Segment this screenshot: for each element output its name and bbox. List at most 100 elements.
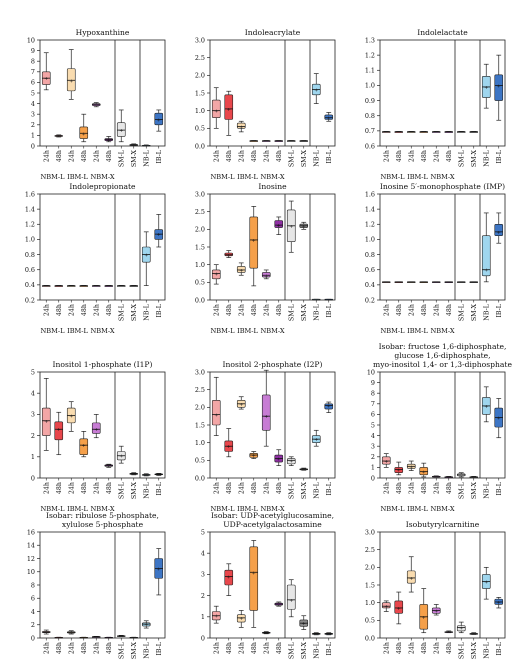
x-group-label: NBM-X — [90, 173, 114, 181]
x-tick-label: SM-X — [471, 303, 478, 321]
box-SM-L: + — [286, 200, 296, 253]
x-tick-label: SM-L — [119, 149, 126, 167]
y-tick-label: 0.2 — [365, 296, 375, 304]
x-tick-label: 48h — [81, 482, 88, 494]
y-tick-label: 2.5 — [365, 546, 375, 554]
y-tick-label: 1.6 — [25, 190, 35, 198]
x-tick-label: 24h — [94, 304, 101, 316]
box-24h: + — [406, 460, 416, 471]
x-tick-label: 48h — [446, 482, 453, 494]
box-48h: + — [79, 431, 89, 458]
mean-marker: + — [239, 125, 243, 131]
box-24h: + — [381, 453, 391, 468]
y-tick-label: 8 — [371, 390, 375, 398]
panel-title: Inositol 1-phosphate (I1P) — [53, 360, 153, 369]
x-tick-label: 24h — [214, 304, 221, 316]
y-tick-label: 3 — [201, 571, 205, 579]
box-SM-L — [456, 472, 466, 478]
x-tick-label: 48h — [276, 150, 283, 162]
y-tick-label: 0.0 — [195, 296, 205, 304]
x-tick-label: 24h — [264, 150, 271, 162]
x-tick-label: 24h — [94, 150, 101, 162]
y-tick-label: 4 — [31, 100, 35, 108]
y-tick-label: 4 — [31, 608, 35, 616]
box-IB-L: + — [494, 398, 504, 439]
mean-marker: + — [314, 437, 318, 443]
y-tick-label: 7 — [31, 68, 35, 76]
y-tick-label: 1.0 — [195, 439, 205, 447]
x-group-label: IBM-L — [67, 505, 88, 513]
box-iqr — [394, 467, 404, 473]
y-tick-label: 0.0 — [195, 142, 205, 150]
x-group-label: IBM-L — [237, 327, 258, 335]
box-iqr — [456, 625, 466, 632]
box-48h — [274, 601, 284, 607]
y-tick-label: 1.2 — [365, 221, 375, 229]
box-iqr — [54, 421, 64, 441]
y-tick-label: 0.5 — [195, 125, 205, 133]
plot-frame — [209, 531, 336, 639]
x-tick-label: 48h — [276, 642, 283, 654]
box-iqr — [324, 114, 334, 120]
box-SM-X: + — [299, 615, 309, 630]
x-tick-label: SM-X — [301, 149, 308, 167]
y-tick-label: 7 — [371, 400, 375, 408]
y-tick-label: 0 — [201, 634, 205, 642]
x-tick-label: 48h — [446, 150, 453, 162]
mean-marker: + — [289, 224, 293, 230]
x-tick-label: 24h — [384, 150, 391, 162]
y-tick-label: 3.0 — [365, 528, 375, 536]
x-tick-label: 48h — [56, 304, 63, 316]
x-tick-label: 48h — [226, 642, 233, 654]
mean-marker: + — [157, 232, 161, 238]
x-tick-label: 48h — [421, 642, 428, 654]
x-tick-label: 48h — [396, 482, 403, 494]
mean-marker: + — [144, 622, 148, 628]
x-tick-label: 24h — [44, 150, 51, 162]
chart-panel-2: Indoleacrylate 0.0 0.5 1.0 1.5 2.0 2.5 3.0 + + + + +… — [195, 28, 336, 181]
box-48h: + — [79, 113, 89, 143]
chart-panel-6: Inosine 5′-monophosphate (IMP) 0.2 0.4 0.6 0… — [365, 182, 506, 335]
y-tick-label: 0.5 — [365, 617, 375, 625]
box-iqr — [274, 220, 284, 228]
chart-panel-5: Inosine 0.0 0.5 1.0 1.5 2.0 2.5 3.0 + + + + + + + +24h 4… — [195, 182, 336, 335]
x-tick-label: 48h — [226, 150, 233, 162]
chart-panel-12: Isobutyrylcarnitine 0.0 0.5 1.0 1.5 2.0 2.5 3.0… — [365, 520, 506, 659]
x-tick-label: 24h — [434, 642, 441, 654]
panel-title: Indoleacrylate — [245, 28, 301, 37]
x-tick-label: 48h — [106, 150, 113, 162]
box-NB-L: + — [481, 566, 491, 600]
x-group-label: IBM-L — [67, 327, 88, 335]
box-SM-X — [299, 467, 309, 471]
x-tick-label: 24h — [94, 482, 101, 494]
box-SM-L: + — [286, 456, 296, 466]
panel-title: glucose 1,6-diphosphate, — [394, 351, 490, 360]
box-24h — [261, 140, 271, 142]
box-iqr — [406, 570, 416, 584]
y-tick-label: 2 — [201, 592, 205, 600]
box-iqr — [79, 438, 89, 455]
x-group-label: NBM-X — [90, 327, 114, 335]
x-tick-label: 24h — [409, 482, 416, 494]
panel-title: Indolelactate — [417, 28, 468, 37]
y-tick-label: 2 — [371, 453, 375, 461]
box-24h: + — [211, 605, 221, 624]
y-tick-label: 1.6 — [365, 190, 375, 198]
mean-marker: + — [327, 116, 331, 122]
panel-title: Isobar: ribulose 5-phosphate, — [46, 511, 159, 520]
box-NB-L: + — [311, 73, 321, 104]
mean-marker: + — [422, 470, 426, 476]
x-tick-label: 24h — [264, 304, 271, 316]
box-48h — [394, 131, 404, 133]
box-iqr — [494, 223, 504, 236]
box-48h: + — [224, 428, 234, 458]
mean-marker: + — [69, 78, 73, 84]
y-tick-label: 1.4 — [365, 205, 375, 213]
y-tick-label: 10 — [367, 368, 375, 376]
x-tick-label: SM-X — [131, 481, 138, 499]
mean-marker: + — [252, 570, 256, 576]
x-tick-label: 48h — [446, 304, 453, 316]
box-48h — [79, 636, 89, 639]
y-tick-label: 9 — [31, 47, 35, 55]
